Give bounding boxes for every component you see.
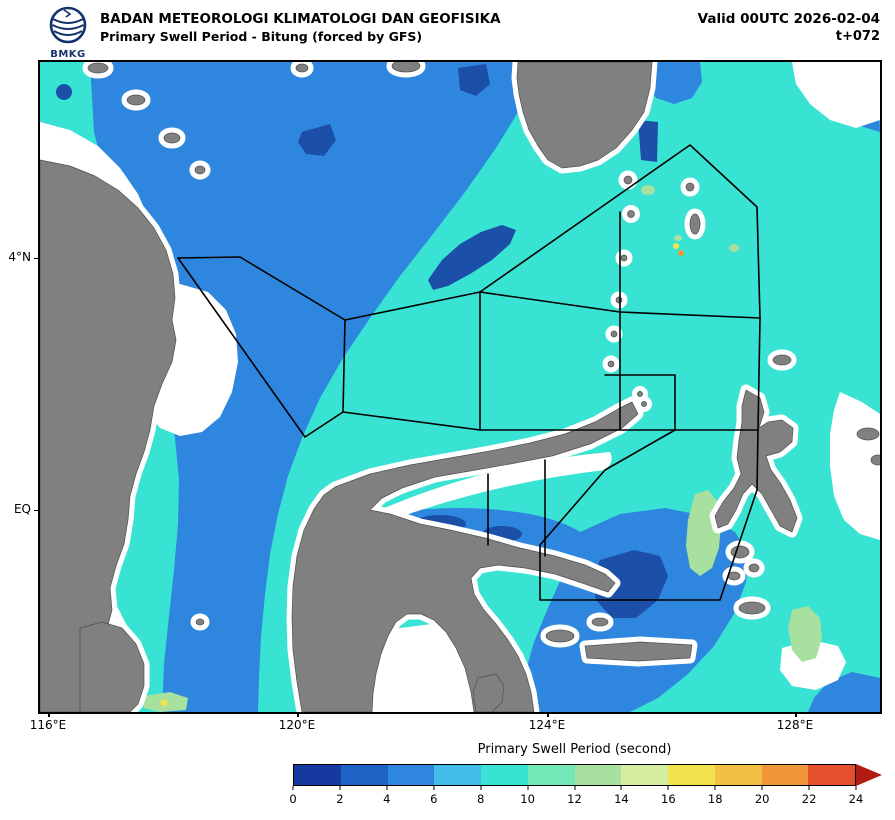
x-axis-tick-label: 124°E [528, 718, 566, 732]
colorbar-tick-label: 4 [383, 792, 391, 806]
colorbar-tick-label: 20 [754, 792, 770, 806]
colorbar-cell [340, 765, 388, 785]
y-axis-tick-label: 4°N [8, 250, 31, 264]
x-axis-tick [547, 712, 549, 717]
colorbar-tick-label: 16 [661, 792, 676, 806]
colorbar-cell [527, 765, 575, 785]
colorbar-tick [433, 786, 435, 790]
colorbar-tick-label: 2 [336, 792, 344, 806]
bmkg-logo-text: BMKG [50, 49, 86, 60]
y-axis-tick-label: EQ [13, 502, 31, 516]
header-valid-block: Valid 00UTC 2026-02-04 t+072 [698, 10, 880, 45]
colorbar-tick [620, 786, 622, 790]
colorbar-tick [808, 786, 810, 790]
map-svg [40, 62, 880, 712]
colorbar-tick [574, 786, 575, 790]
colorbar-title: Primary Swell Period (second) [477, 742, 672, 757]
x-axis-tick-label: 128°E [776, 718, 814, 732]
colorbar-tick-label: 18 [707, 792, 723, 806]
colorbar-cell [387, 765, 435, 785]
y-axis-labels: 4°N EQ [0, 62, 40, 712]
bmkg-logo: BMKG [40, 4, 96, 62]
colorbar [293, 764, 856, 786]
colorbar-tick [714, 786, 716, 790]
colorbar-tick [855, 786, 857, 790]
colorbar-tick-label: 10 [520, 792, 535, 806]
x-axis-tick-label: 120°E [278, 718, 316, 732]
colorbar-tick [386, 786, 388, 790]
colorbar-tick-label: 14 [614, 792, 629, 806]
swell-yellow-orange-specks [160, 243, 684, 707]
header-titles: BADAN METEOROLOGI KLIMATOLOGI DAN GEOFIS… [100, 10, 501, 45]
colorbar-cell [668, 765, 715, 785]
colorbar-cell [294, 765, 341, 785]
colorbar-cell [761, 765, 809, 785]
x-axis-tick [795, 712, 797, 717]
colorbar-cell [574, 765, 622, 785]
colorbar-cell [714, 765, 762, 785]
colorbar-cell [621, 765, 668, 785]
forecast-step-label: t+072 [835, 29, 880, 44]
colorbar-tick [667, 786, 669, 790]
product-title: Primary Swell Period - Bitung (forced by… [100, 29, 423, 44]
colorbar-tick-label: 8 [476, 792, 485, 806]
colorbar-tick [292, 786, 294, 790]
colorbar-overflow-arrow [856, 764, 882, 786]
bmkg-logo-icon [49, 6, 87, 44]
colorbar-tick-label: 24 [848, 792, 864, 806]
colorbar-tick-label: 22 [801, 792, 817, 806]
colorbar-tick [527, 786, 529, 790]
y-axis-tick [34, 509, 39, 511]
swell-green-patches [144, 185, 822, 712]
colorbar-cell [434, 765, 481, 785]
map-area [38, 60, 882, 714]
colorbar-tick-label: 6 [430, 792, 438, 806]
colorbar-tick-label: 0 [289, 792, 297, 806]
x-axis-tick-label: 116°E [29, 718, 67, 732]
x-axis-tick [297, 712, 299, 717]
colorbar-tick [761, 786, 763, 790]
colorbar-tick [339, 786, 341, 790]
colorbar-tick [480, 786, 482, 790]
y-axis-tick [34, 257, 39, 259]
colorbar-cell [808, 765, 855, 785]
x-axis-labels: 116°E 120°E 124°E 128°E [30, 712, 880, 736]
valid-time-label: Valid 00UTC 2026-02-04 [697, 11, 880, 27]
agency-title: BADAN METEOROLOGI KLIMATOLOGI DAN GEOFIS… [100, 11, 501, 27]
forecast-zone-outlines [177, 144, 761, 601]
x-axis-tick [48, 712, 50, 717]
colorbar-tick-labels: 0 2 4 6 8 10 12 14 16 18 20 22 24 [289, 786, 863, 808]
colorbar-tick-label: 12 [567, 792, 582, 806]
colorbar-cell [481, 765, 528, 785]
